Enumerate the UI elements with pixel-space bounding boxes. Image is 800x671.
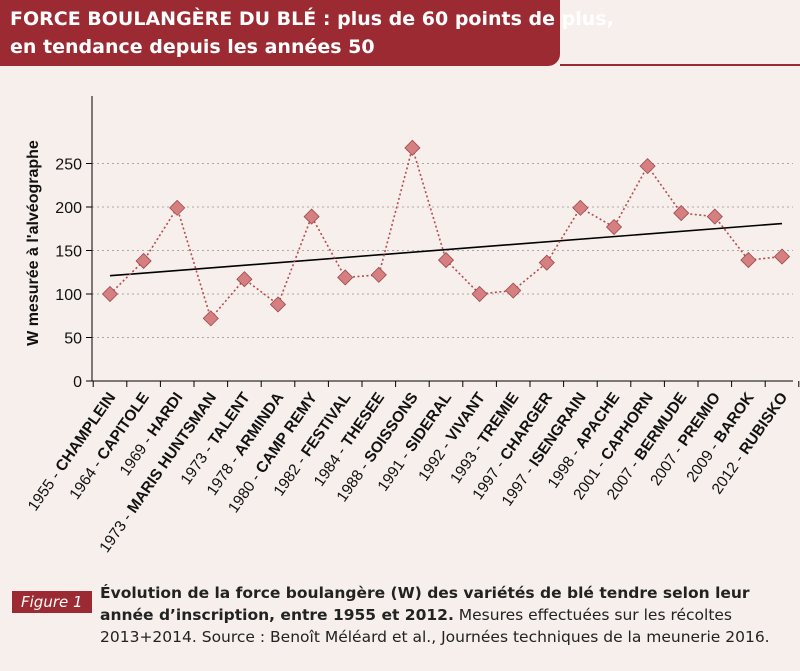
data-marker (404, 139, 421, 156)
data-marker (505, 282, 522, 299)
title-bold: FORCE BOULANGÈRE DU BLÉ : (10, 8, 331, 30)
data-marker (605, 218, 623, 236)
data-marker (706, 208, 723, 225)
trend-line-group (109, 222, 783, 277)
title-line-2: en tendance depuis les années 50 (10, 36, 375, 58)
series-line (109, 144, 783, 320)
data-marker (740, 252, 757, 269)
data-marker (202, 310, 219, 327)
data-markers (101, 139, 791, 327)
figure-badge: Figure 1 (12, 591, 92, 613)
y-tick-label: 50 (64, 331, 82, 348)
series-line-group (109, 144, 783, 320)
data-marker (538, 254, 555, 271)
y-tick-label: 250 (55, 157, 82, 174)
data-marker (370, 266, 387, 283)
data-marker (572, 199, 589, 216)
data-marker (437, 252, 455, 269)
data-marker (337, 269, 354, 286)
data-marker (236, 271, 253, 288)
title-rest: plus de 60 points de plus, (337, 8, 614, 30)
y-tick-label: 150 (55, 244, 82, 261)
y-tick-labels: 0 50 100 150 200 250 (55, 157, 82, 392)
title-line-1: FORCE BOULANGÈRE DU BLÉ : plus de 60 poi… (10, 8, 614, 30)
data-marker (303, 208, 320, 225)
x-tick-year: 1955 - (25, 465, 67, 514)
data-marker (169, 199, 186, 216)
data-marker (135, 252, 152, 270)
data-marker (471, 285, 488, 303)
data-marker (269, 296, 287, 313)
axes (86, 96, 793, 382)
caption-text: Évolution de la force boulangère (W) des… (100, 582, 790, 648)
data-marker (773, 248, 791, 265)
x-tick-year: 1973 - (96, 507, 138, 556)
data-marker (639, 158, 656, 175)
title-banner: FORCE BOULANGÈRE DU BLÉ : plus de 60 poi… (0, 0, 800, 66)
y-tick-label: 200 (55, 200, 82, 217)
y-tick-label: 0 (73, 374, 82, 391)
y-tick-label: 100 (55, 287, 82, 304)
data-marker (101, 285, 119, 303)
data-marker (673, 205, 690, 222)
caption-rest: Mesures effectuées sur les récoltes 2013… (100, 606, 770, 646)
caption-bold: Évolution de la force boulangère (W) des… (100, 584, 750, 624)
x-tick-marks (92, 381, 800, 387)
trend-line (109, 222, 783, 277)
